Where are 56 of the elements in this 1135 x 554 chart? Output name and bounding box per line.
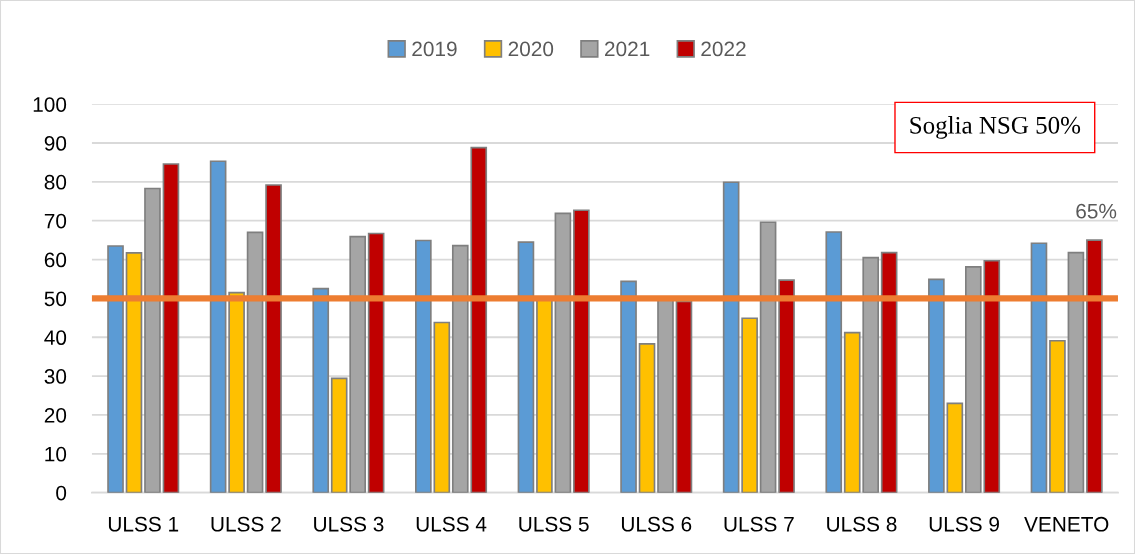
bar <box>1049 339 1066 493</box>
x-tick-label: ULSS 8 <box>827 516 897 532</box>
annotation: Soglia NSG 50% <box>910 116 1081 139</box>
bar <box>1086 239 1103 493</box>
bar <box>675 300 693 493</box>
y-tick-label: 80 <box>44 174 67 190</box>
bar <box>125 252 143 493</box>
legend-label: 2019 <box>412 41 457 57</box>
bar <box>741 317 758 493</box>
y-tick-label: 100 <box>33 97 67 112</box>
x-tick-label: ULSS 5 <box>519 516 589 532</box>
legend-label: 2022 <box>701 41 746 57</box>
y-tick-label: 20 <box>44 407 67 423</box>
x-tick-label: ULSS 6 <box>621 516 692 532</box>
x-tick-label: ULSS 3 <box>314 516 384 532</box>
x-tick-label: ULSS 1 <box>108 516 179 532</box>
legend-label: 2021 <box>605 41 650 57</box>
x-tick-label: VENETO <box>1024 516 1109 532</box>
legend-label: 2020 <box>508 41 554 57</box>
bar <box>107 245 124 493</box>
y-tick-label: 90 <box>44 136 67 151</box>
bar <box>722 181 740 493</box>
bar <box>573 209 590 493</box>
bar <box>928 278 945 493</box>
y-tick-label: 10 <box>45 446 67 462</box>
bar <box>312 287 330 493</box>
y-tick-label: 40 <box>44 330 67 346</box>
bar <box>209 160 227 493</box>
bar <box>620 280 637 493</box>
bar <box>638 343 656 493</box>
bar <box>367 232 385 493</box>
x-tick-label: ULSS 7 <box>724 516 794 532</box>
bar <box>228 291 245 493</box>
y-tick-label: 70 <box>44 213 67 229</box>
bar <box>265 184 282 493</box>
bar <box>825 231 843 493</box>
bar <box>517 241 535 493</box>
bar <box>880 251 898 493</box>
bar <box>554 212 572 493</box>
annotation: 65% <box>1076 203 1117 219</box>
bar <box>144 187 161 493</box>
bar <box>1067 251 1085 493</box>
bar <box>759 221 777 493</box>
y-tick-label: 60 <box>44 252 67 268</box>
y-tick-label: 50 <box>44 291 67 307</box>
x-tick-label: ULSS 9 <box>929 516 999 532</box>
bar <box>536 299 553 493</box>
x-tick-label: ULSS 4 <box>416 516 487 532</box>
bar <box>162 163 180 493</box>
y-tick-label: 0 <box>56 485 67 501</box>
bar <box>1030 242 1048 493</box>
y-tick-label: 30 <box>44 369 67 384</box>
bar <box>246 231 264 493</box>
bar <box>946 402 964 493</box>
x-tick-label: ULSS 2 <box>211 516 281 532</box>
bar <box>778 279 795 493</box>
